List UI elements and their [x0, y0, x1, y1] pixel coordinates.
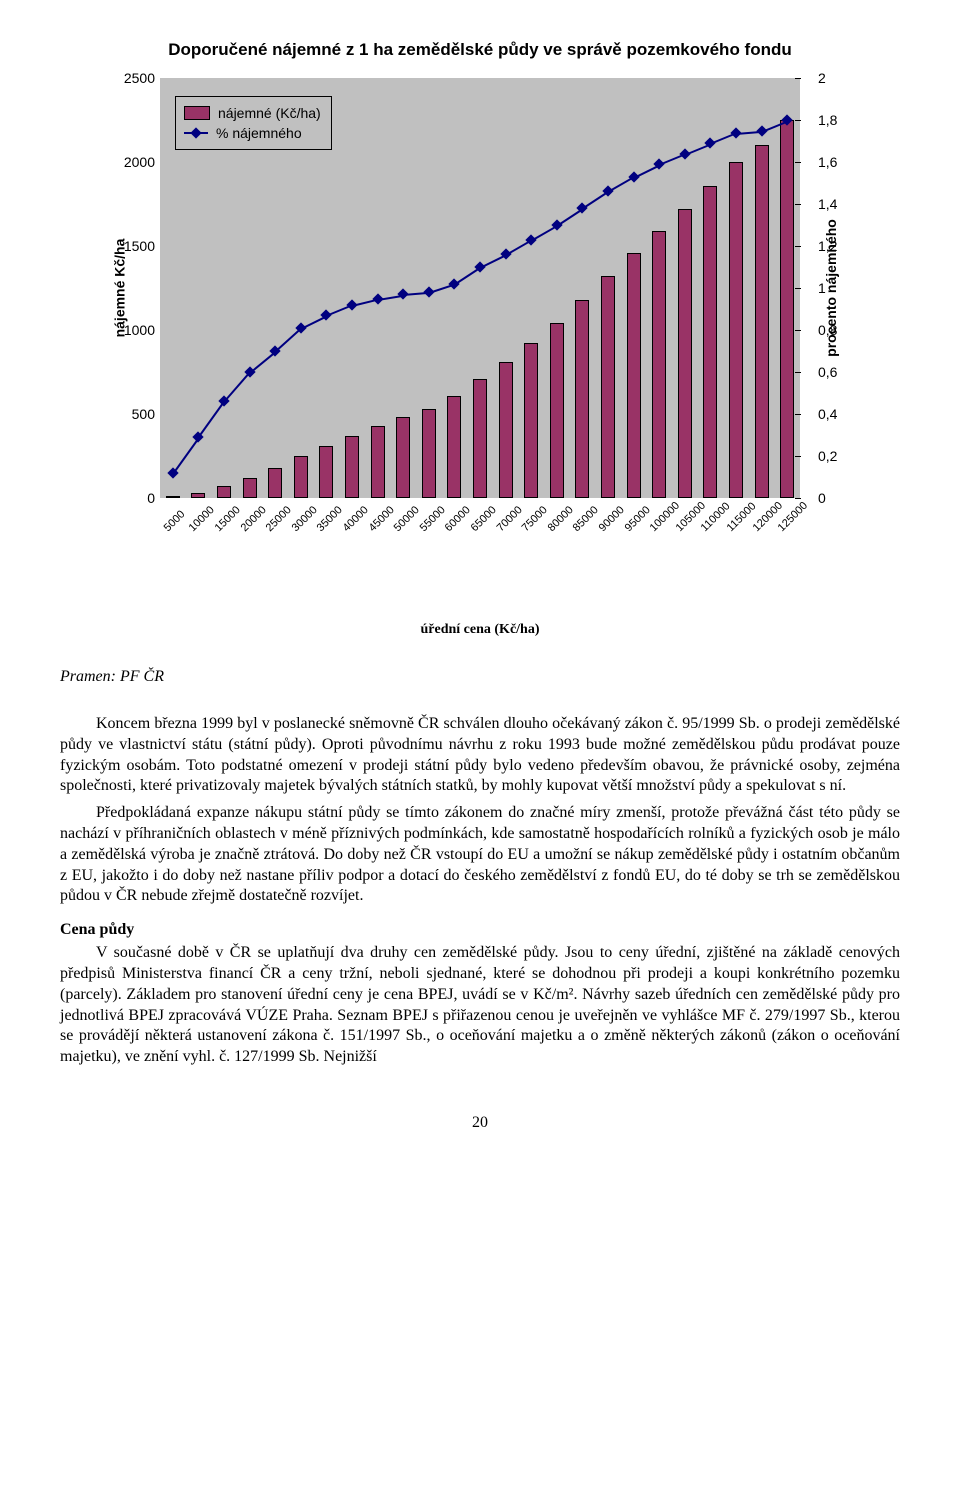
marker-icon — [756, 125, 767, 136]
line-segment — [198, 402, 225, 439]
bar — [396, 417, 410, 498]
ytick-left: 2500 — [124, 70, 155, 86]
xtick: 30000 — [289, 504, 319, 534]
chart-source: Pramen: PF ČR — [60, 668, 900, 686]
bar — [524, 343, 538, 498]
xtick: 35000 — [315, 504, 345, 534]
xtick: 65000 — [469, 504, 499, 534]
xtick: 5000 — [161, 508, 187, 534]
ytick-right: 0 — [818, 490, 826, 506]
legend-label-bar: nájemné (Kč/ha) — [218, 103, 321, 123]
xtick: 15000 — [213, 504, 243, 534]
legend-item-bar: nájemné (Kč/ha) — [184, 103, 321, 123]
bar — [447, 396, 461, 498]
section-heading: Cena půdy — [60, 921, 900, 939]
ytick-right: 1,8 — [818, 112, 837, 128]
ytick-right: 0,8 — [818, 322, 837, 338]
bar — [780, 120, 794, 498]
bar — [345, 436, 359, 498]
page-number: 20 — [60, 1114, 900, 1132]
bar — [575, 300, 589, 498]
marker-icon — [730, 127, 741, 138]
xtick: 25000 — [264, 504, 294, 534]
ytick-right: 1 — [818, 280, 826, 296]
xtick: 40000 — [341, 504, 371, 534]
bar — [729, 162, 743, 498]
xaxis-label: úřední cena (Kč/ha) — [60, 622, 900, 638]
legend-label-line: % nájemného — [216, 123, 302, 143]
bar — [217, 486, 231, 498]
chart-title: Doporučené nájemné z 1 ha zemědělské půd… — [60, 40, 900, 60]
bar — [678, 209, 692, 498]
bar — [755, 145, 769, 498]
marker-icon — [423, 287, 434, 298]
xtick: 85000 — [571, 504, 601, 534]
xtick: 95000 — [622, 504, 652, 534]
marker-icon — [372, 293, 383, 304]
legend-item-line: % nájemného — [184, 123, 321, 143]
chart-area: nájemné Kč/ha procento nájemného nájemné… — [80, 78, 880, 618]
chart-legend: nájemné (Kč/ha) % nájemného — [175, 96, 332, 150]
xtick: 70000 — [494, 504, 524, 534]
chart-container: Doporučené nájemné z 1 ha zemědělské půd… — [60, 40, 900, 638]
ytick-left: 500 — [132, 406, 155, 422]
xtick: 55000 — [417, 504, 447, 534]
bar — [550, 323, 564, 498]
ytick-right: 1,6 — [818, 154, 837, 170]
line-segment — [172, 438, 199, 475]
xtick: 20000 — [238, 504, 268, 534]
bar — [319, 446, 333, 498]
xtick: 50000 — [392, 504, 422, 534]
ytick-right: 2 — [818, 70, 826, 86]
ytick-right: 0,6 — [818, 364, 837, 380]
bar — [499, 362, 513, 498]
bar — [243, 478, 257, 498]
marker-icon — [679, 148, 690, 159]
ytick-right: 0,4 — [818, 406, 837, 422]
legend-swatch-line — [184, 126, 208, 140]
xtick: 60000 — [443, 504, 473, 534]
bar — [422, 409, 436, 498]
xtick: 10000 — [187, 504, 217, 534]
bar — [191, 493, 205, 498]
bar — [294, 456, 308, 498]
xtick: 45000 — [366, 504, 396, 534]
bar — [627, 253, 641, 498]
bar — [652, 231, 666, 498]
bar — [601, 276, 615, 498]
xtick: 80000 — [545, 504, 575, 534]
legend-swatch-bar — [184, 106, 210, 120]
bar — [703, 186, 717, 498]
ytick-right: 1,4 — [818, 196, 837, 212]
bar — [371, 426, 385, 498]
xtick: 90000 — [597, 504, 627, 534]
paragraph: V současné době v ČR se uplatňují dva dr… — [60, 943, 900, 1068]
ytick-left: 1500 — [124, 238, 155, 254]
paragraph: Předpokládaná expanze nákupu státní půdy… — [60, 803, 900, 907]
ytick-left: 1000 — [124, 322, 155, 338]
ytick-left: 2000 — [124, 154, 155, 170]
ytick-right: 0,2 — [818, 448, 837, 464]
ytick-left: 0 — [147, 490, 155, 506]
marker-icon — [346, 299, 357, 310]
bar — [473, 379, 487, 498]
bar — [268, 468, 282, 498]
marker-icon — [398, 289, 409, 300]
bar — [166, 496, 180, 498]
paragraph: Koncem března 1999 byl v poslanecké sněm… — [60, 714, 900, 797]
ytick-right: 1,2 — [818, 238, 837, 254]
xtick: 75000 — [520, 504, 550, 534]
